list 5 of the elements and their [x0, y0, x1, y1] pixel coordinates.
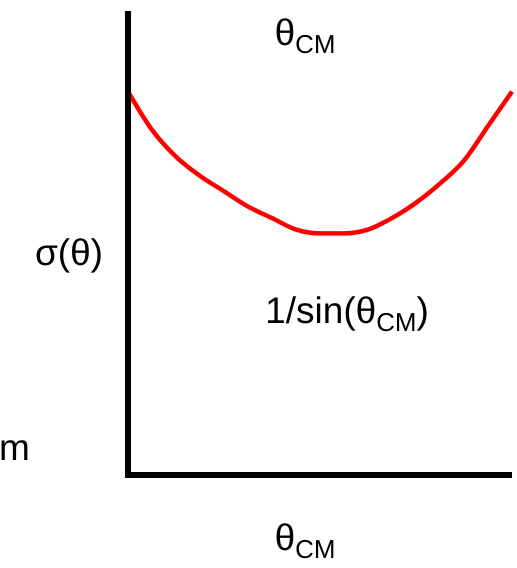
- text: m: [0, 427, 30, 468]
- x-axis-title: θ$_{CM}$: [274, 517, 336, 564]
- chart-title: θ$_{CM}$: [274, 12, 336, 59]
- y-axis-title: σ(θ): [34, 232, 103, 273]
- annotation: 1/sin(θ$_{CM}$): [265, 290, 429, 337]
